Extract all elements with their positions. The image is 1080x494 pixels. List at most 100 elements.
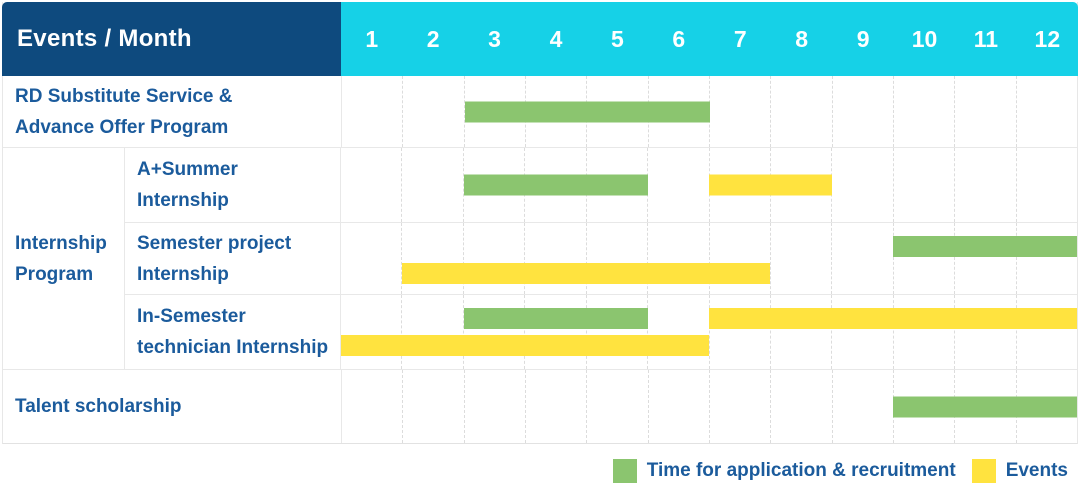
month-gridcell — [708, 76, 770, 147]
table-row: In-Semester technician Internship — [125, 294, 1077, 369]
table-body: RD Substitute Service & Advance Offer Pr… — [3, 76, 1077, 443]
chart-lane-a-plus-summer — [341, 148, 1077, 222]
month-gridcell — [831, 148, 892, 222]
group-label-internship-program: Internship Program — [3, 148, 125, 369]
month-gridcell — [770, 370, 831, 443]
month-gridcell — [462, 223, 524, 294]
month-header-10: 10 — [911, 25, 938, 52]
legend-swatch-application-icon — [612, 459, 637, 483]
legend-label-events: Events — [1005, 460, 1068, 481]
row-label-in-semester-technician: In-Semester technician Internship — [125, 295, 341, 369]
gantt-bar-application — [464, 101, 710, 122]
month-gridcell — [892, 76, 954, 147]
month-gridcell — [954, 295, 1015, 369]
month-header-2: 2 — [426, 25, 440, 52]
month-gridcell — [401, 223, 462, 294]
month-gridcell — [892, 148, 954, 222]
month-gridcell — [708, 223, 770, 294]
gantt-bar-events — [709, 308, 1077, 329]
row-label-talent-scholarship: Talent scholarship — [3, 370, 342, 443]
group-label-text: Internship Program — [15, 232, 107, 285]
internship-program-group: Internship Program A+Summer Internship S… — [3, 147, 1077, 369]
month-gridcell — [1015, 148, 1077, 222]
month-gridcell — [524, 295, 585, 369]
month-gridcell — [585, 295, 647, 369]
gantt-bar-application — [463, 308, 648, 329]
month-header-1: 1 — [365, 25, 379, 52]
month-gridcell — [462, 148, 524, 222]
row-label-text: Talent scholarship — [15, 396, 182, 417]
month-gridcell — [341, 148, 401, 222]
month-gridcell — [342, 370, 402, 443]
month-gridcell — [585, 223, 647, 294]
month-gridcell — [954, 76, 1015, 147]
month-gridcell — [708, 295, 770, 369]
row-label-semester-project: Semester project Internship — [125, 223, 341, 294]
table-title-cell: Events / Month — [2, 2, 341, 76]
month-gridcell — [769, 223, 831, 294]
month-gridcell — [401, 148, 462, 222]
month-gridcell — [341, 223, 401, 294]
month-gridcell — [647, 148, 708, 222]
legend-item-events: Events — [971, 459, 1068, 483]
legend-item-application: Time for application & recruitment — [612, 459, 956, 483]
chart-lane-rd-substitute — [342, 76, 1077, 147]
chart-lane-in-semester-technician — [341, 295, 1077, 369]
row-label-text: RD Substitute Service & Advance Offer Pr… — [15, 85, 233, 138]
legend-swatch-events-icon — [971, 459, 996, 483]
month-gridcell — [647, 223, 708, 294]
row-label-text: Semester project Internship — [137, 232, 292, 285]
month-header-4: 4 — [549, 25, 563, 52]
month-gridcell — [524, 370, 586, 443]
month-gridcell — [524, 223, 585, 294]
month-gridcell — [954, 223, 1015, 294]
month-gridcell — [769, 295, 831, 369]
month-gridcell — [341, 295, 401, 369]
legend: Time for application & recruitment Event… — [612, 456, 1068, 486]
month-gridcell — [1015, 295, 1077, 369]
month-gridcell — [708, 370, 770, 443]
month-gridcell — [647, 295, 708, 369]
month-header-6: 6 — [672, 25, 686, 52]
month-gridcell — [770, 76, 831, 147]
gantt-bar-application — [893, 236, 1077, 257]
chart-lane-talent-scholarship — [342, 370, 1077, 443]
month-gridcell — [462, 295, 524, 369]
month-gridcell — [954, 148, 1015, 222]
month-gridcell — [892, 223, 954, 294]
month-header-7: 7 — [733, 25, 747, 52]
row-label-text: A+Summer Internship — [137, 159, 238, 211]
month-gridcell — [1015, 76, 1077, 147]
month-gridcell — [401, 295, 462, 369]
events-month-table: Events / Month 1 2 3 4 5 6 7 8 9 10 11 12 RD Substi… — [2, 2, 1078, 444]
chart-lane-semester-project — [341, 223, 1077, 294]
table-row: A+Summer Internship — [125, 148, 1077, 222]
month-gridcell — [831, 76, 893, 147]
month-gridcell — [831, 223, 892, 294]
month-gridcell — [463, 370, 525, 443]
month-gridcell — [831, 370, 893, 443]
internship-program-rows: A+Summer Internship Semester project Int… — [125, 148, 1077, 369]
month-gridcell — [1015, 223, 1077, 294]
month-gridcell — [831, 295, 892, 369]
month-gridcell — [402, 370, 463, 443]
month-gridcell — [892, 295, 954, 369]
gantt-bar-events — [709, 174, 832, 196]
gantt-bar-application — [893, 396, 1077, 417]
table-row: Talent scholarship — [3, 369, 1077, 443]
month-gridcell — [586, 370, 647, 443]
month-header-8: 8 — [795, 25, 809, 52]
gantt-bar-application — [463, 174, 648, 196]
month-gridcell — [463, 76, 525, 147]
table-header-row: Events / Month 1 2 3 4 5 6 7 8 9 10 11 12 — [2, 2, 1078, 76]
gantt-bar-events — [402, 263, 771, 284]
table-title: Events / Month — [17, 25, 192, 52]
table-row: RD Substitute Service & Advance Offer Pr… — [3, 76, 1077, 147]
month-header-9: 9 — [856, 25, 870, 52]
legend-label-application: Time for application & recruitment — [646, 460, 956, 481]
row-label-rd-substitute: RD Substitute Service & Advance Offer Pr… — [3, 76, 342, 147]
month-header-row: 1 2 3 4 5 6 7 8 9 10 11 12 — [341, 2, 1078, 76]
month-gridcell — [342, 76, 402, 147]
row-label-text: In-Semester technician Internship — [137, 306, 329, 358]
